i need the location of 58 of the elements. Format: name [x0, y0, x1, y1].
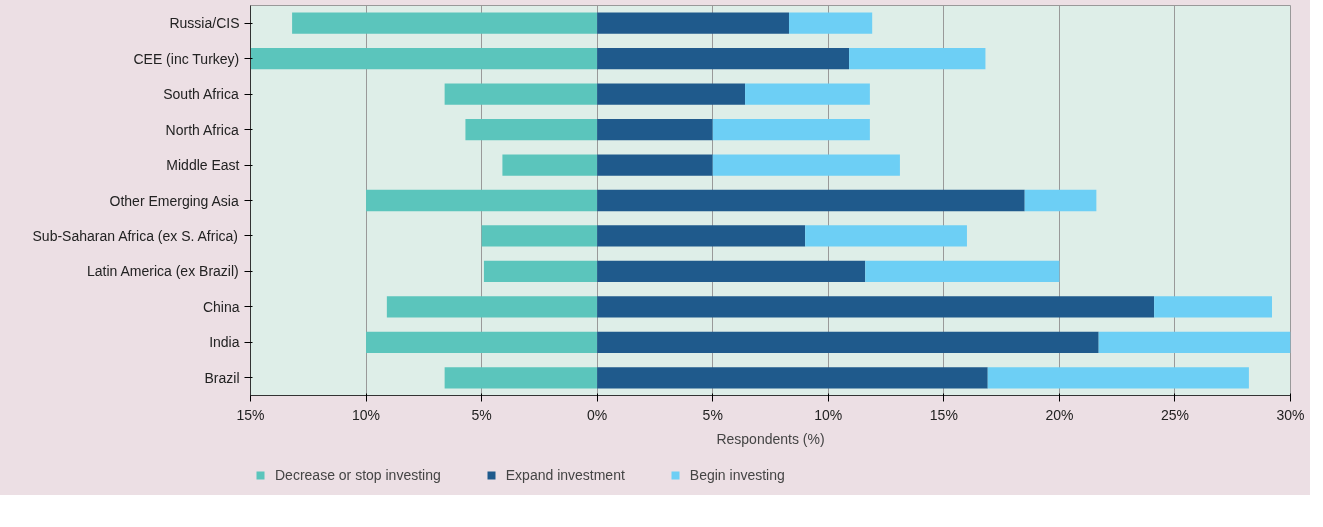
x-tick-label: 5% — [471, 406, 492, 423]
bar — [712, 118, 870, 141]
bar — [597, 331, 1099, 353]
y-tick-label: South Africa — [163, 86, 239, 103]
x-tick-label: 0% — [587, 406, 608, 423]
bar — [1098, 331, 1291, 353]
bar — [597, 83, 746, 105]
x-tick-label: 30% — [1276, 406, 1305, 423]
bar — [1154, 296, 1273, 318]
y-tick-label: CEE (inc Turkey) — [133, 50, 240, 67]
bar — [788, 12, 873, 34]
x-tick-label: 15% — [236, 406, 265, 423]
legend-label: Expand investment — [505, 467, 625, 483]
bar — [481, 225, 598, 247]
bar — [444, 367, 598, 389]
bar — [597, 225, 806, 247]
bar — [597, 154, 713, 176]
legend-label: Decrease or stop investing — [275, 467, 441, 483]
y-tick-label: China — [202, 298, 240, 315]
bar — [465, 118, 598, 141]
bar — [597, 260, 866, 283]
x-tick-label: 25% — [1160, 406, 1189, 423]
bar — [483, 260, 598, 283]
y-tick-label: India — [209, 334, 240, 351]
bar — [386, 296, 598, 318]
y-tick-label: Other Emerging Asia — [109, 192, 239, 209]
legend-label: Begin investing — [689, 467, 785, 483]
y-tick-label: Middle East — [166, 157, 240, 174]
bar — [597, 48, 850, 70]
bar — [502, 154, 598, 176]
bar — [712, 154, 900, 176]
bar — [292, 12, 598, 34]
bar — [597, 12, 789, 34]
x-tick-label: 10% — [352, 406, 381, 423]
bar — [250, 48, 598, 70]
bar — [597, 118, 713, 141]
y-tick-label: North Africa — [165, 121, 239, 138]
bar — [366, 331, 598, 353]
bar — [597, 189, 1025, 212]
y-tick-label: Latin America (ex Brazil) — [87, 263, 239, 280]
x-tick-label: 20% — [1045, 406, 1074, 423]
bar — [444, 83, 598, 105]
y-tick-label: Brazil — [204, 369, 240, 386]
y-tick-label: Russia/CIS — [169, 15, 240, 32]
bar — [597, 296, 1155, 318]
bar — [597, 367, 988, 389]
bar — [366, 189, 598, 212]
bar — [805, 225, 967, 247]
y-tick-label: Sub-Saharan Africa (ex S. Africa) — [32, 227, 238, 244]
x-tick-label: 15% — [929, 406, 958, 423]
x-tick-label: 10% — [814, 406, 843, 423]
bar — [1024, 189, 1097, 212]
bar — [745, 83, 870, 105]
x-axis-title: Respondents (%) — [716, 430, 825, 447]
x-tick-label: 5% — [702, 406, 723, 423]
bar — [987, 367, 1249, 389]
bar — [865, 260, 1060, 283]
bar — [849, 48, 986, 70]
